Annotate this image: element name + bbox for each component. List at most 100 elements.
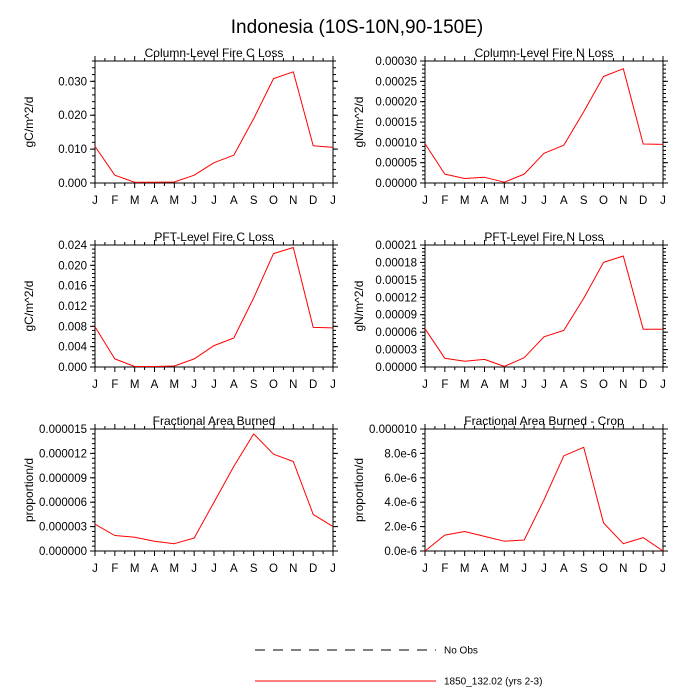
x-tick-label: J <box>521 563 527 575</box>
y-tick-label: 0.00006 <box>375 327 417 339</box>
y-tick-label: 0.0e-6 <box>384 546 417 558</box>
series-line <box>424 255 663 367</box>
x-tick-label: M <box>130 195 140 207</box>
x-tick-label: M <box>460 195 470 207</box>
plot-frame <box>424 244 664 368</box>
x-tick-label: F <box>441 563 448 575</box>
x-tick-label: M <box>460 563 470 575</box>
y-axis-label: proportion/d <box>352 458 366 522</box>
y-tick-label: 0.00010 <box>375 137 417 149</box>
x-tick-label: A <box>481 379 489 391</box>
y-tick-label: 0.00030 <box>375 56 417 68</box>
y-tick-label: 6.0e-6 <box>384 473 417 485</box>
chart-panel: Fractional Area Burned - Cropproportion/… <box>352 414 668 575</box>
x-tick-label: F <box>111 195 118 207</box>
y-tick-label: 0.000015 <box>39 424 87 436</box>
x-tick-label: O <box>269 563 278 575</box>
panel-title: Column-Level Fire N Loss <box>475 46 614 60</box>
y-tick-label: 0.012 <box>58 301 87 313</box>
y-tick-label: 0.000 <box>58 178 87 190</box>
legend-obs-label: No Obs <box>444 646 478 657</box>
x-tick-label: F <box>111 563 118 575</box>
y-axis-label: gN/m^2/d <box>352 97 366 148</box>
series-line <box>424 68 664 183</box>
x-tick-label: O <box>269 379 278 391</box>
y-tick-label: 0.00021 <box>375 240 417 252</box>
x-tick-label: N <box>289 379 297 391</box>
y-tick-label: 0.008 <box>58 321 87 333</box>
x-tick-label: N <box>289 563 297 575</box>
y-tick-label: 0.000009 <box>39 473 87 485</box>
x-tick-label: J <box>541 563 547 575</box>
x-tick-label: O <box>599 195 608 207</box>
x-tick-label: M <box>460 379 470 391</box>
x-tick-label: N <box>619 563 627 575</box>
x-tick-label: J <box>660 563 666 575</box>
x-tick-label: A <box>481 195 489 207</box>
panel-title: PFT-Level Fire C Loss <box>154 230 273 244</box>
y-tick-label: 0.00003 <box>375 345 417 357</box>
x-tick-label: O <box>599 563 608 575</box>
y-axis-label: gC/m^2/d <box>22 97 36 148</box>
x-tick-label: J <box>521 195 527 207</box>
x-tick-label: F <box>441 195 448 207</box>
x-tick-label: J <box>191 563 197 575</box>
x-tick-label: M <box>130 379 140 391</box>
legend: No Obs 1850_132.02 (yrs 2-3) <box>255 646 542 688</box>
x-tick-label: J <box>211 563 217 575</box>
x-tick-label: M <box>170 563 180 575</box>
y-tick-label: 0.00018 <box>375 257 417 269</box>
x-tick-label: D <box>639 563 647 575</box>
x-tick-label: J <box>541 379 547 391</box>
y-tick-label: 0.00000 <box>375 178 417 190</box>
x-tick-label: D <box>309 379 317 391</box>
x-tick-label: J <box>660 195 666 207</box>
y-axis-label: proportion/d <box>22 458 36 522</box>
x-tick-label: J <box>521 379 527 391</box>
x-tick-label: J <box>422 195 428 207</box>
x-tick-label: J <box>330 379 336 391</box>
y-tick-label: 0.004 <box>58 342 87 354</box>
x-tick-label: S <box>580 195 588 207</box>
x-tick-label: F <box>111 379 118 391</box>
y-tick-label: 0.024 <box>58 240 87 252</box>
y-tick-label: 0.000 <box>58 362 87 374</box>
series-line <box>94 433 334 545</box>
x-tick-label: J <box>92 195 98 207</box>
x-tick-label: J <box>92 563 98 575</box>
y-tick-label: 2.0e-6 <box>384 522 417 534</box>
x-tick-label: J <box>211 379 217 391</box>
x-tick-label: J <box>541 195 547 207</box>
y-tick-label: 0.00005 <box>375 158 417 170</box>
x-tick-label: A <box>481 563 489 575</box>
x-tick-label: J <box>211 195 217 207</box>
plot-frame <box>94 428 334 552</box>
x-tick-label: M <box>170 195 180 207</box>
x-tick-label: A <box>560 563 568 575</box>
y-tick-label: 0.010 <box>58 144 87 156</box>
x-tick-label: S <box>250 563 258 575</box>
x-tick-label: J <box>422 563 428 575</box>
plot-frame <box>94 60 334 184</box>
x-tick-label: D <box>309 563 317 575</box>
y-tick-label: 0.000003 <box>39 522 87 534</box>
x-tick-label: N <box>289 195 297 207</box>
y-tick-label: 0.000010 <box>369 424 417 436</box>
y-tick-label: 0.000000 <box>39 546 87 558</box>
y-axis-label: gC/m^2/d <box>22 281 36 332</box>
x-tick-label: J <box>330 195 336 207</box>
x-tick-label: S <box>250 195 258 207</box>
x-tick-label: A <box>151 379 159 391</box>
y-tick-label: 0.000012 <box>39 448 87 460</box>
series-line <box>94 71 334 183</box>
y-tick-label: 0.00015 <box>375 117 417 129</box>
figure-title: Indonesia (10S-10N,90-150E) <box>231 17 483 38</box>
x-tick-label: O <box>269 195 278 207</box>
y-tick-label: 0.00012 <box>375 292 417 304</box>
x-tick-label: D <box>309 195 317 207</box>
